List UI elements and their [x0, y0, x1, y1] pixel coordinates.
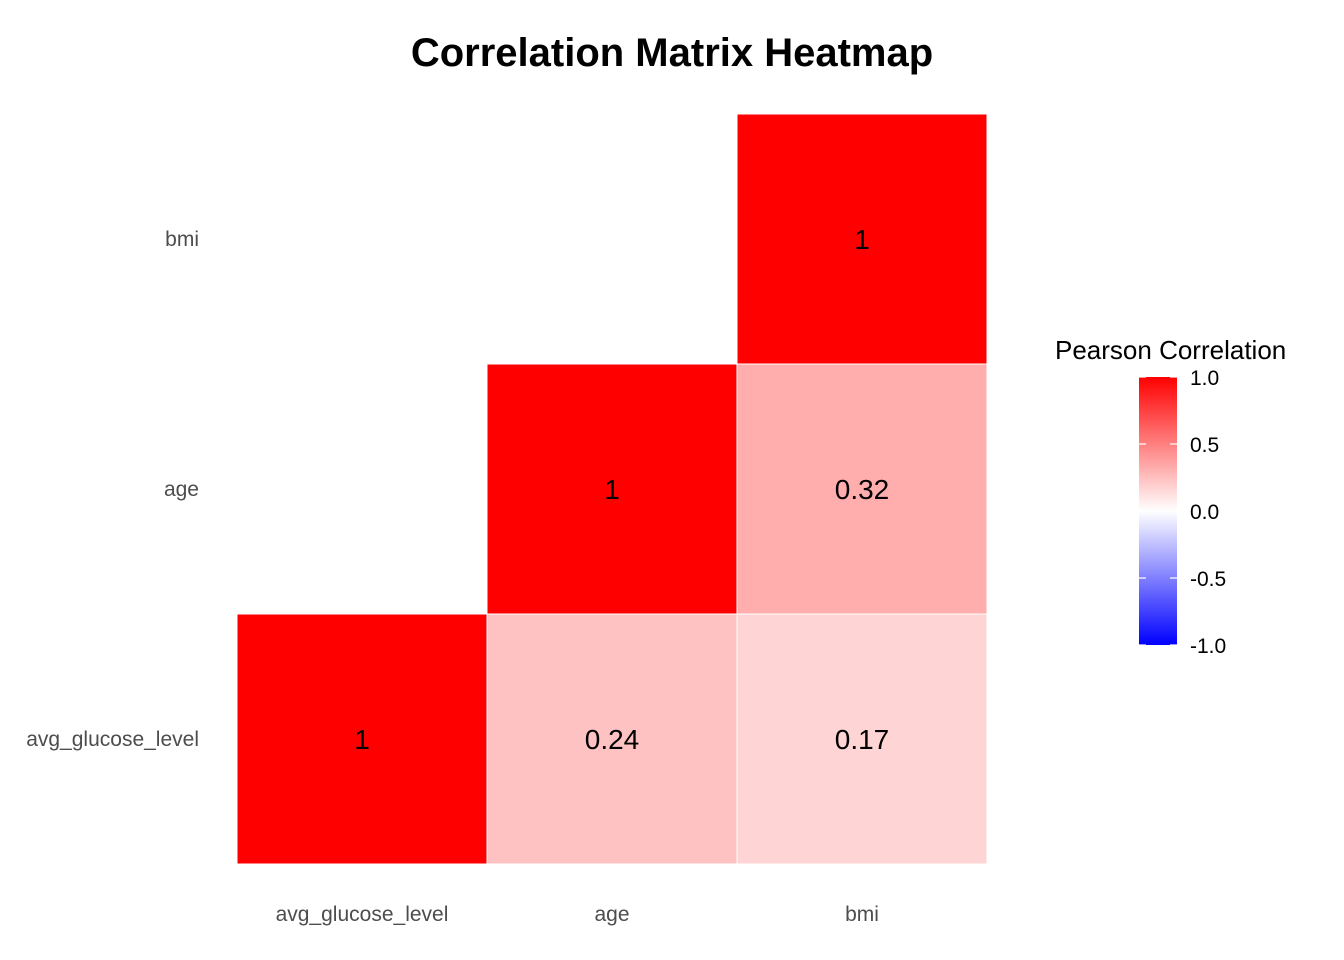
- heatmap-cell: [486, 613, 738, 865]
- x-axis-ticks: avg_glucose_level age bmi: [276, 903, 879, 926]
- heatmap-cell: [736, 363, 988, 615]
- legend-ticks: 1.0 0.5 0.0 -0.5 -1.0: [1139, 367, 1226, 658]
- x-tick-label: bmi: [845, 903, 879, 926]
- y-axis-ticks: avg_glucose_level age bmi: [26, 228, 199, 751]
- cell-value-label: 1: [604, 474, 620, 505]
- x-tick-label: avg_glucose_level: [276, 903, 449, 926]
- legend-tick-label: -1.0: [1190, 635, 1226, 658]
- cell-value-label: 0.17: [835, 724, 890, 755]
- cell-value-label: 0.32: [835, 474, 890, 505]
- heatmap-cells: 1 0.24 0.17 1 0.32 1: [236, 113, 988, 865]
- y-tick-label: age: [164, 478, 199, 501]
- chart-title: Correlation Matrix Heatmap: [411, 31, 933, 75]
- legend-tick-label: 1.0: [1190, 367, 1219, 390]
- heatmap-cell: [736, 113, 988, 365]
- color-legend: Pearson Correlation 1.0 0.5 0.0 -0.5 -1.0: [1055, 335, 1286, 658]
- heatmap-cell: [236, 613, 488, 865]
- x-tick-label: age: [594, 903, 629, 926]
- cell-value-label: 1: [854, 224, 870, 255]
- cell-value-label: 0.24: [585, 724, 640, 755]
- legend-title: Pearson Correlation: [1055, 335, 1286, 365]
- legend-tick-label: 0.0: [1190, 501, 1219, 524]
- legend-tick-label: -0.5: [1190, 568, 1226, 591]
- cell-value-label: 1: [354, 724, 370, 755]
- y-tick-label: bmi: [165, 228, 199, 251]
- y-tick-label: avg_glucose_level: [26, 728, 199, 751]
- legend-tick-label: 0.5: [1190, 434, 1219, 457]
- heatmap-cell: [486, 363, 738, 615]
